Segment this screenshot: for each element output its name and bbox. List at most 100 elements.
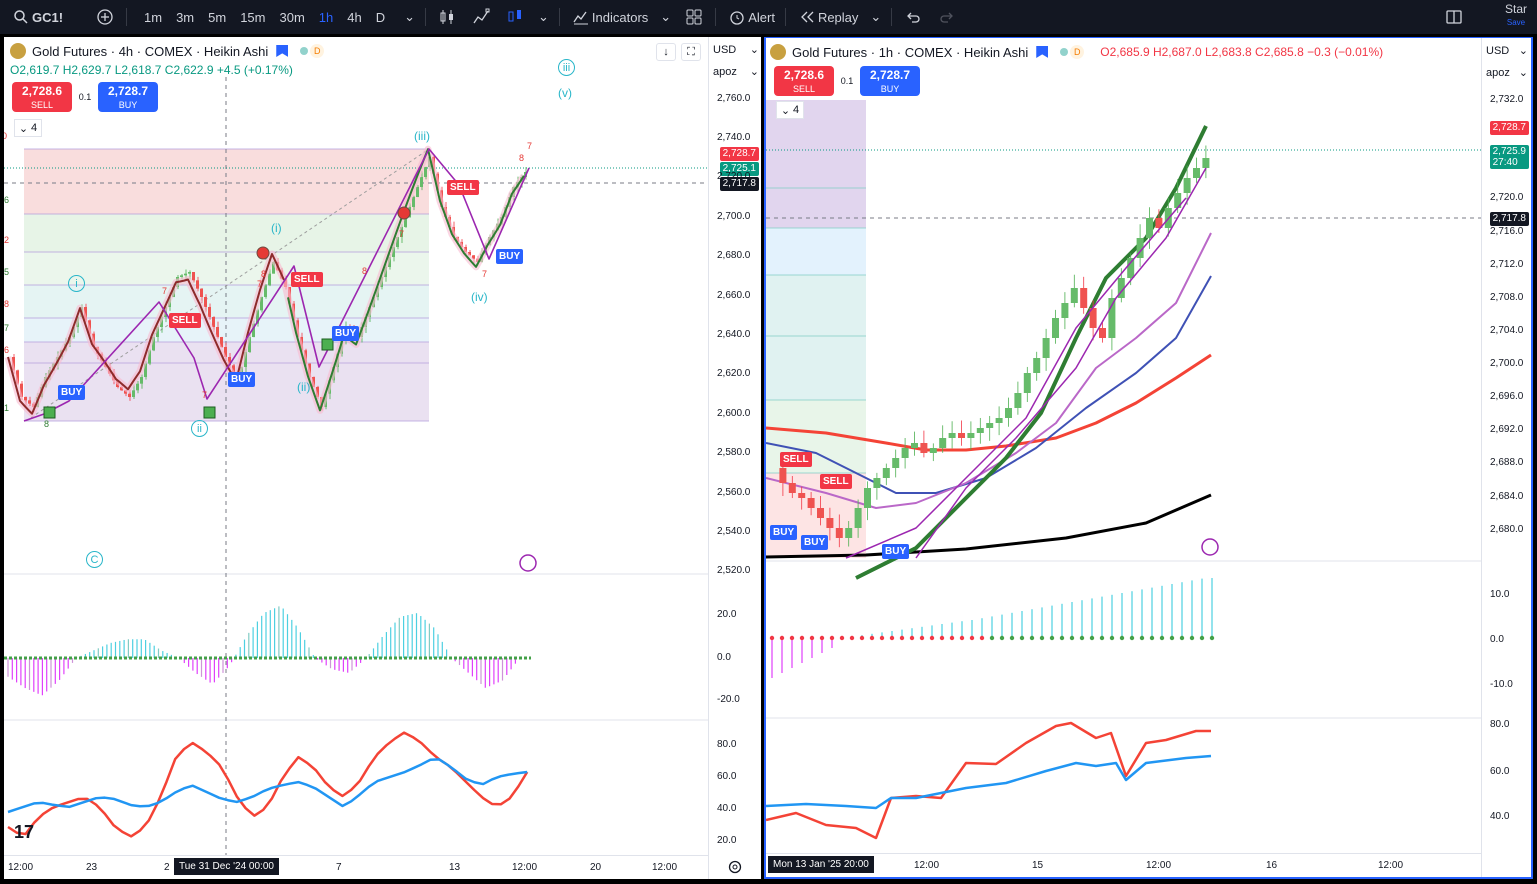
macd-dot	[1129, 635, 1135, 641]
indicators-dropdown[interactable]: ⌄	[654, 0, 677, 34]
price-label: 2,600.0	[717, 408, 751, 419]
macd-dot	[789, 635, 795, 641]
candle-body	[12, 357, 15, 371]
count-label: 7	[482, 269, 487, 279]
interval-1h[interactable]: 1h	[318, 9, 334, 25]
count-label: 8	[261, 269, 266, 279]
price-label: 2,760.0	[717, 93, 751, 104]
price-label: 2,720.0	[1490, 192, 1524, 203]
undo-button[interactable]	[896, 0, 930, 34]
price-label: 2,692.0	[1490, 424, 1524, 435]
alert-button[interactable]: Alert	[720, 0, 781, 34]
candle-body	[1023, 373, 1031, 393]
macd-label: 10.0	[1490, 589, 1510, 600]
currency-select[interactable]: USD ⌄	[1486, 44, 1528, 58]
interval-3m[interactable]: 3m	[176, 9, 195, 25]
wave-label-iii-circle: iii	[558, 59, 575, 76]
exit-marker-icon	[397, 206, 411, 220]
symbol-search[interactable]: GC1!	[0, 0, 88, 34]
macd-dot	[869, 635, 875, 641]
rsi-fast-line	[766, 721, 1211, 840]
candle-body	[216, 327, 219, 337]
price-axis[interactable]: USD ⌄ apoz ⌄ 2,728.7 2,725.9 27:40 2,717.8…	[1481, 38, 1531, 877]
layouts-button[interactable]	[677, 0, 711, 34]
price-label: 2,700.0	[1490, 358, 1524, 369]
bookmark-flag-icon[interactable]	[1036, 46, 1049, 58]
line-chart-icon	[470, 6, 492, 28]
chevron-down-icon: ⌄	[404, 9, 416, 24]
indicator-collapse-button[interactable]: ⌄ 4	[776, 101, 804, 119]
delayed-badge: D	[1070, 45, 1085, 59]
rsi-label: 40.0	[1490, 811, 1510, 822]
candle-body	[798, 493, 806, 498]
macd-dot	[859, 635, 865, 641]
tradingview-logo[interactable]: 17	[14, 822, 35, 842]
time-label: 12:00	[8, 862, 34, 873]
macd-label: -20.0	[717, 694, 740, 705]
ma-20-line	[766, 232, 1212, 509]
gear-icon[interactable]	[727, 859, 743, 875]
candle-body	[212, 317, 215, 327]
indicator-collapse-button[interactable]: ⌄ 4	[14, 119, 42, 137]
sell-button[interactable]: 2,728.6 SELL	[12, 82, 72, 112]
macd-dot	[909, 635, 915, 641]
bars-style-button[interactable]	[430, 0, 464, 34]
market-status: D	[300, 44, 325, 58]
time-label: 12:00	[1378, 860, 1404, 871]
candle-body	[1070, 288, 1078, 303]
chart-type-dropdown[interactable]: ⌄	[532, 0, 555, 34]
line-style-button[interactable]	[464, 0, 498, 34]
chart-panel-1h[interactable]: Gold Futures · 1h · COMEX · Heikin Ashi …	[764, 37, 1533, 879]
candle-body	[1108, 298, 1116, 338]
lightning-icon	[1201, 538, 1219, 556]
time-axis[interactable]: 12:00 16 12:00 15 12:00 Mon 13 Jan '25 20:00	[766, 853, 1481, 877]
scroll-down-button[interactable]: ↓	[656, 43, 676, 61]
candle-body	[396, 237, 399, 247]
price-label: 2,740.0	[717, 132, 751, 143]
scale-select[interactable]: apoz ⌄	[713, 65, 759, 79]
indicators-button[interactable]: Indicators	[564, 0, 654, 34]
sell-price: 2,728.6	[783, 68, 825, 82]
candle-body	[188, 272, 191, 274]
bookmark-flag-icon[interactable]	[276, 45, 289, 57]
macd-dot	[889, 635, 895, 641]
macd-dot	[929, 635, 935, 641]
candle-body	[1127, 258, 1135, 278]
interval-dropdown[interactable]: ⌄	[398, 0, 421, 34]
replay-dropdown[interactable]: ⌄	[864, 0, 887, 34]
price-label: 2,540.0	[717, 526, 751, 537]
buy-button[interactable]: 2,728.7 BUY	[98, 82, 158, 112]
redo-button[interactable]	[930, 0, 964, 34]
currency-select[interactable]: USD ⌄	[713, 43, 759, 57]
heikin-style-button[interactable]	[498, 0, 532, 34]
star-save-button[interactable]: Star Save	[1505, 3, 1527, 29]
scale-select[interactable]: apoz ⌄	[1486, 66, 1528, 80]
candle-body	[864, 488, 871, 508]
interval-5m[interactable]: 5m	[208, 9, 227, 25]
chart-canvas-1h[interactable]	[766, 38, 1531, 879]
macd-dot	[1069, 635, 1075, 641]
sell-button[interactable]: 2,728.6 SELL	[774, 66, 834, 96]
interval-D[interactable]: D	[375, 9, 386, 25]
candle-body	[196, 280, 199, 289]
candle-body	[16, 370, 19, 384]
compare-button[interactable]	[88, 0, 122, 34]
count-label: 8	[362, 266, 367, 276]
time-label: 16	[1266, 860, 1278, 871]
interval-1m[interactable]: 1m	[144, 9, 163, 25]
replay-button[interactable]: Replay	[790, 0, 864, 34]
candle-body	[817, 508, 824, 518]
layout-toggle-button[interactable]	[1437, 0, 1471, 34]
buy-button[interactable]: 2,728.7 BUY	[860, 66, 920, 96]
exit-marker-icon	[256, 246, 270, 260]
price-label: 2,720.0	[717, 171, 751, 182]
interval-15m[interactable]: 15m	[240, 9, 266, 25]
maximize-button[interactable]: ⛶	[681, 43, 701, 61]
time-axis[interactable]: 12:00 20 12:00 13 7 2 23 12:00 Tue 31 Dec '24 0…	[4, 855, 708, 879]
interval-4h[interactable]: 4h	[347, 9, 362, 25]
price-axis[interactable]: USD ⌄ apoz ⌄ 2,728.7 2,725.1 2,717.8 2,760…	[708, 37, 761, 879]
count-label: 7	[202, 390, 207, 400]
interval-30m[interactable]: 30m	[279, 9, 305, 25]
